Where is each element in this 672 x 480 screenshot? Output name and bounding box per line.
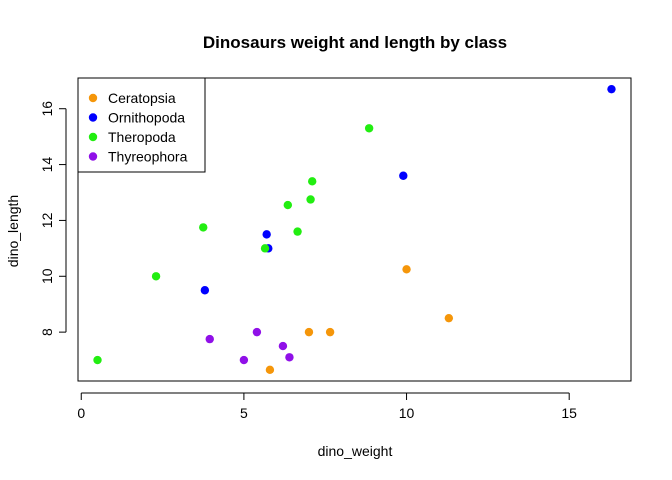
legend-label-thyreophora: Thyreophora: [108, 149, 188, 165]
y-axis-label: dino_length: [5, 195, 21, 267]
y-axis: 8 10 12 14 16: [39, 101, 67, 336]
y-tick-label: 14: [39, 157, 55, 173]
data-points: [93, 84, 616, 375]
legend-marker-ornithopoda: [88, 113, 98, 122]
data-point-thyreophora: [205, 334, 214, 344]
legend-marker-ceratopsia: [88, 93, 98, 103]
data-point-thyreophora: [239, 355, 249, 365]
legend-box: [77, 77, 206, 173]
data-point-ornithopoda: [200, 286, 210, 295]
x-axis: 0 5 10 15: [77, 392, 577, 421]
y-tick-label: 10: [39, 268, 55, 284]
x-tick-label: 0: [77, 405, 85, 421]
y-tick-label: 12: [39, 212, 55, 228]
data-point-theropoda: [364, 124, 374, 133]
plot-frame: [77, 77, 632, 382]
data-point-ceratopsia: [304, 327, 314, 337]
data-point-theropoda: [260, 244, 270, 253]
data-point-theropoda: [283, 200, 293, 210]
data-point-ceratopsia: [265, 365, 275, 375]
legend-label-theropoda: Theropoda: [108, 129, 176, 145]
x-tick-label: 15: [561, 405, 577, 421]
y-tick-label: 8: [39, 328, 55, 336]
legend: Ceratopsia Ornithopoda Theropoda Thyreophor…: [77, 77, 206, 173]
data-point-thyreophora: [252, 327, 262, 337]
data-point-theropoda: [93, 355, 102, 365]
data-point-theropoda: [306, 195, 315, 204]
data-point-theropoda: [293, 227, 302, 236]
legend-label-ornithopoda: Ornithopoda: [108, 110, 185, 126]
legend-marker-theropoda: [88, 132, 98, 142]
legend-label-ceratopsia: Ceratopsia: [108, 90, 176, 106]
x-tick-label: 10: [399, 405, 415, 421]
chart-title: Dinosaurs weight and length by class: [203, 33, 507, 52]
x-tick-label: 5: [240, 405, 248, 421]
data-point-ceratopsia: [444, 313, 454, 323]
data-point-thyreophora: [285, 353, 294, 362]
data-point-theropoda: [199, 223, 208, 232]
data-point-ceratopsia: [325, 327, 335, 337]
data-point-ornithopoda: [262, 230, 271, 239]
x-axis-label: dino_weight: [318, 443, 393, 459]
legend-marker-thyreophora: [88, 152, 98, 161]
data-point-theropoda: [151, 272, 161, 281]
data-point-ceratopsia: [402, 265, 411, 274]
data-point-ornithopoda: [607, 84, 616, 94]
data-point-ornithopoda: [399, 171, 408, 180]
data-point-theropoda: [308, 177, 317, 186]
y-tick-label: 16: [39, 101, 55, 117]
data-point-thyreophora: [278, 341, 288, 351]
